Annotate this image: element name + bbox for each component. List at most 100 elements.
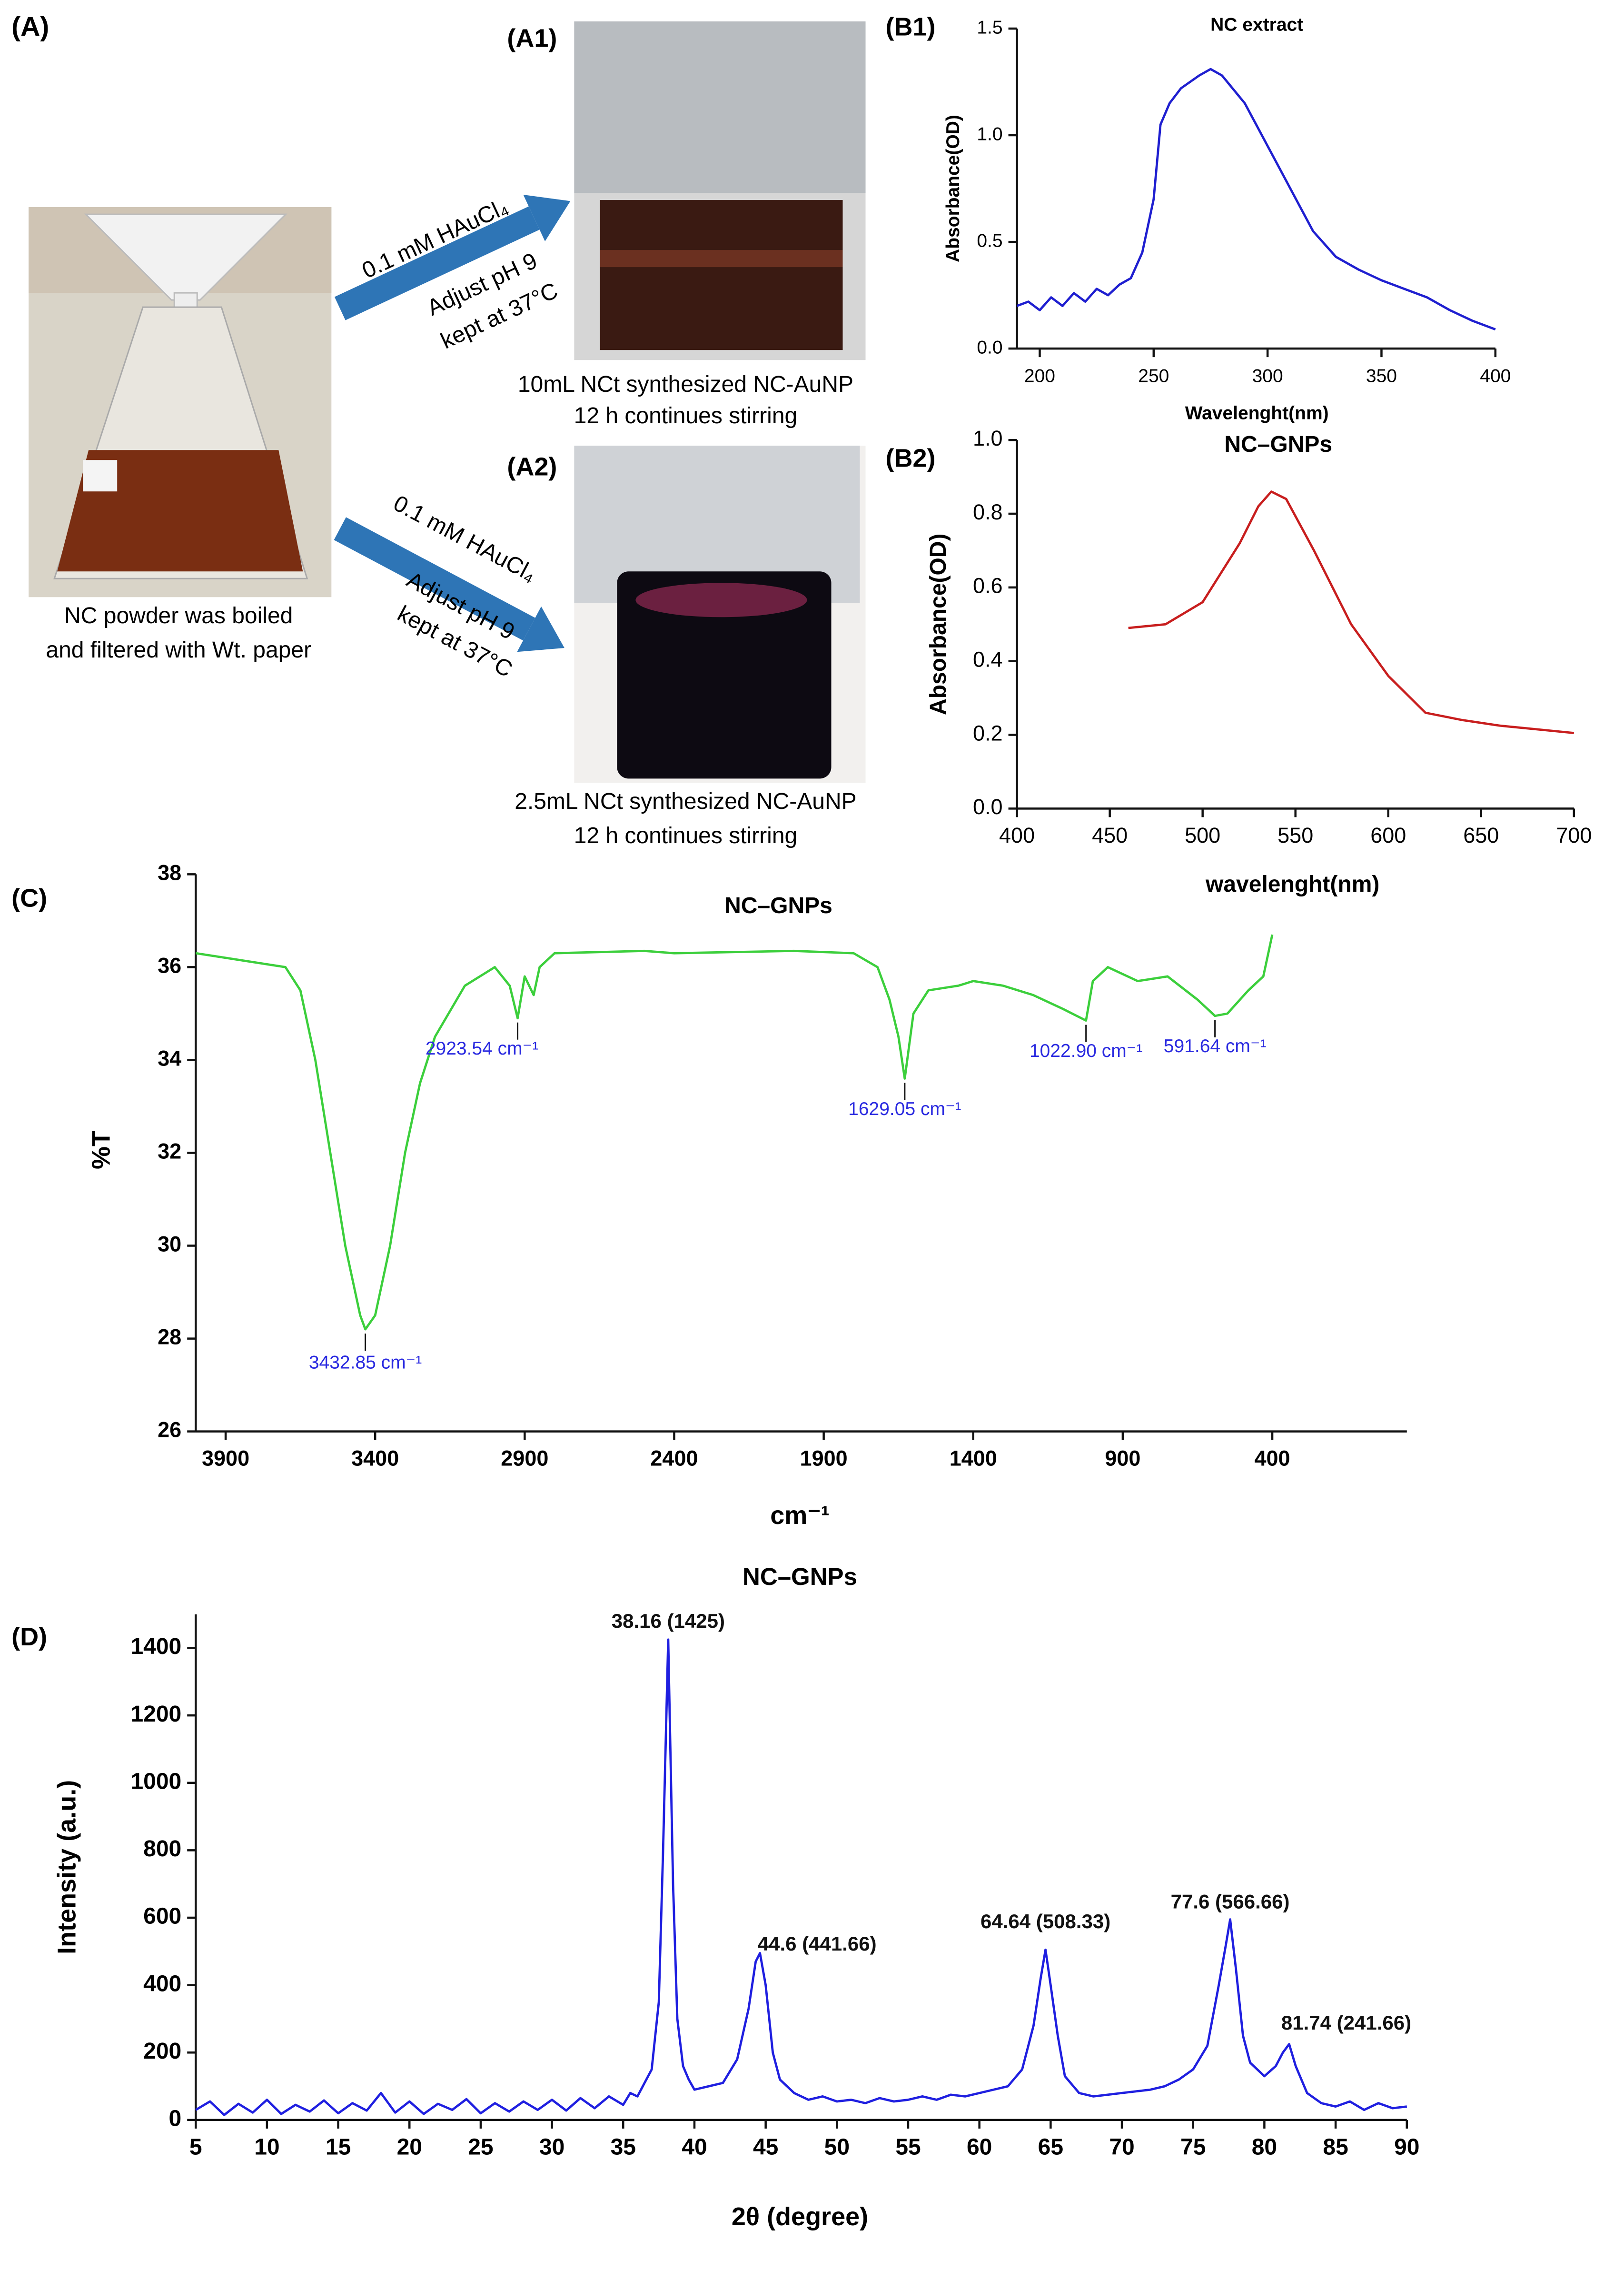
x-tick-label: 550: [1277, 823, 1313, 847]
peak-label: 81.74 (241.66): [1281, 2011, 1411, 2034]
y-tick-label: 1.0: [973, 426, 1003, 450]
x-tick-label: 400: [999, 823, 1035, 847]
y-tick-label: 36: [158, 953, 181, 977]
y-tick-label: 1.5: [977, 17, 1002, 38]
y-tick-label: 600: [143, 1904, 181, 1929]
x-tick-label: 500: [1185, 823, 1220, 847]
peak-label: 1629.05 cm⁻¹: [848, 1099, 961, 1119]
y-axis-label: Absorbance(OD): [943, 115, 963, 262]
x-axis-label: 2θ (degree): [732, 2202, 868, 2231]
arrow: [334, 517, 564, 652]
chart-title: NC–GNPs: [724, 893, 832, 918]
chart-title: NC–GNPs: [743, 1563, 857, 1590]
x-axis-label: Wavelenght(nm): [1185, 403, 1329, 423]
x-tick-label: 45: [753, 2135, 778, 2160]
flask-photo: [29, 207, 332, 597]
y-tick-label: 0.6: [973, 574, 1003, 598]
caption: NC powder was boiled: [64, 603, 293, 628]
y-tick-label: 38: [158, 860, 181, 885]
caption: 12 h continues stirring: [574, 403, 798, 428]
peak-label: 44.6 (441.66): [758, 1932, 877, 1955]
peak-label: 38.16 (1425): [612, 1610, 725, 1632]
panel-label: (C): [11, 884, 47, 913]
caption: 12 h continues stirring: [574, 823, 798, 848]
x-tick-label: 350: [1366, 366, 1397, 386]
y-tick-label: 0: [169, 2106, 182, 2131]
y-tick-label: 800: [143, 1836, 181, 1862]
y-tick-label: 1000: [130, 1769, 181, 1794]
x-tick-label: 80: [1252, 2135, 1277, 2160]
panel-label: (B2): [886, 444, 936, 472]
peak-label: 591.64 cm⁻¹: [1164, 1036, 1267, 1056]
x-tick-label: 50: [824, 2135, 850, 2160]
x-tick-label: 900: [1105, 1446, 1140, 1471]
y-axis-label: Intensity (a.u.): [52, 1780, 81, 1954]
panel-label: (D): [11, 1623, 47, 1651]
x-tick-label: 200: [1024, 366, 1055, 386]
x-tick-label: 250: [1138, 366, 1169, 386]
x-tick-label: 15: [326, 2135, 351, 2160]
arrow: [334, 194, 571, 320]
x-tick-label: 2400: [650, 1446, 698, 1471]
y-tick-label: 28: [158, 1324, 181, 1349]
y-tick-label: 0.0: [973, 795, 1003, 819]
x-tick-label: 700: [1556, 823, 1592, 847]
caption: and filtered with Wt. paper: [46, 637, 311, 663]
y-axis-label: Absorbance(OD): [926, 534, 951, 715]
x-tick-label: 25: [468, 2135, 493, 2160]
caption: 10mL NCt synthesized NC-AuNP: [518, 372, 853, 397]
y-tick-label: 400: [143, 1971, 181, 1996]
y-tick-label: 26: [158, 1418, 181, 1442]
y-tick-label: 0.8: [973, 500, 1003, 524]
y-tick-label: 0.0: [977, 337, 1002, 358]
y-tick-label: 1400: [130, 1634, 181, 1659]
x-tick-label: 20: [397, 2135, 422, 2160]
x-tick-label: 55: [895, 2135, 921, 2160]
x-tick-label: 65: [1038, 2135, 1063, 2160]
x-tick-label: 35: [611, 2135, 636, 2160]
peak-label: 64.64 (508.33): [980, 1910, 1110, 1932]
x-tick-label: 30: [539, 2135, 564, 2160]
y-tick-label: 34: [158, 1046, 181, 1070]
x-axis-label: cm⁻¹: [770, 1501, 830, 1530]
y-tick-label: 0.5: [977, 230, 1002, 251]
a1-photo: [574, 21, 866, 360]
panel-label: (A1): [507, 24, 557, 52]
panel-label: (B1): [886, 12, 936, 41]
x-tick-label: 3400: [351, 1446, 399, 1471]
a2-photo: [574, 446, 866, 783]
caption: 2.5mL NCt synthesized NC-AuNP: [515, 789, 856, 814]
x-tick-label: 600: [1370, 823, 1406, 847]
data-line: [1128, 490, 1574, 735]
panel-label: (A2): [507, 452, 557, 481]
x-tick-label: 1900: [800, 1446, 848, 1471]
x-tick-label: 5: [189, 2135, 202, 2160]
y-tick-label: 200: [143, 2039, 181, 2064]
y-tick-label: 30: [158, 1232, 181, 1256]
chart-title: NC extract: [1210, 14, 1303, 35]
peak-label: 3432.85 cm⁻¹: [309, 1352, 422, 1373]
x-tick-label: 10: [254, 2135, 279, 2160]
data-line: [195, 1638, 1407, 2116]
y-tick-label: 0.2: [973, 721, 1003, 745]
x-tick-label: 650: [1463, 823, 1499, 847]
x-tick-label: 1400: [950, 1446, 997, 1471]
x-axis-label: wavelenght(nm): [1205, 872, 1379, 897]
y-tick-label: 1200: [130, 1702, 181, 1727]
y-tick-label: 32: [158, 1139, 181, 1163]
peak-label: 1022.90 cm⁻¹: [1030, 1041, 1142, 1061]
peak-label: 77.6 (566.66): [1171, 1891, 1290, 1913]
chart-title: NC–GNPs: [1224, 432, 1332, 457]
x-tick-label: 2900: [501, 1446, 548, 1471]
x-tick-label: 90: [1394, 2135, 1419, 2160]
peak-label: 2923.54 cm⁻¹: [426, 1038, 538, 1059]
y-tick-label: 1.0: [977, 124, 1002, 144]
x-tick-label: 400: [1254, 1446, 1290, 1471]
y-tick-label: 0.4: [973, 647, 1003, 672]
y-axis-label: %T: [87, 1131, 115, 1169]
panel-label: (A): [11, 11, 49, 42]
x-tick-label: 3900: [202, 1446, 249, 1471]
x-tick-label: 40: [682, 2135, 707, 2160]
x-tick-label: 450: [1092, 823, 1128, 847]
